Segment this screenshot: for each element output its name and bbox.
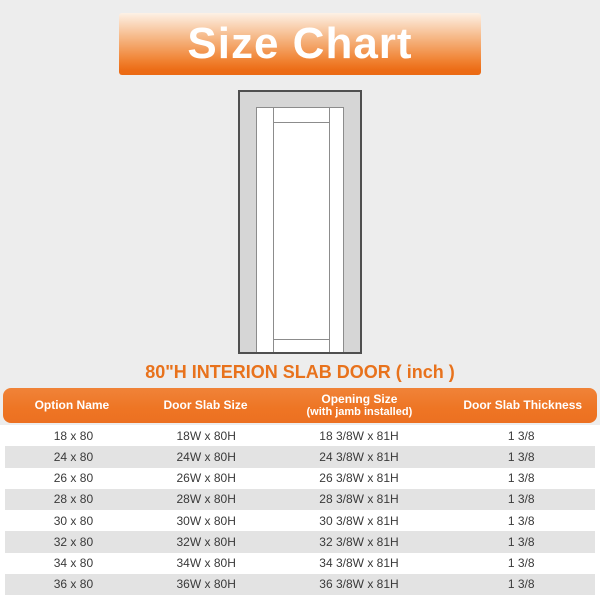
table-cell: 1 3/8 <box>507 513 535 528</box>
table-header-row: Option Name Door Slab Size Opening Size (wi… <box>3 388 597 423</box>
table-cell: 36W x 80H <box>176 577 236 592</box>
table-cell: 28 x 80 <box>53 492 94 507</box>
table-cell: 32 x 80 <box>53 534 94 549</box>
table-cell: 30 x 80 <box>53 513 94 528</box>
table-row: 28 x 80 28W x 80H 28 3/8W x 81H 1 3/8 <box>5 488 595 510</box>
table-cell: 32W x 80H <box>176 534 236 549</box>
table-cell: 26 3/8W x 81H <box>319 471 399 486</box>
table-cell: 28 3/8W x 81H <box>319 492 399 507</box>
table-cell: 1 3/8 <box>507 577 535 592</box>
table-row: 24 x 80 24W x 80H 24 3/8W x 81H 1 3/8 <box>5 446 595 468</box>
table-cell: 30 3/8W x 81H <box>319 513 399 528</box>
table-cell: 18 3/8W x 81H <box>319 428 399 443</box>
table-cell: 26W x 80H <box>176 471 236 486</box>
table-cell: 34 3/8W x 81H <box>319 556 399 571</box>
table-cell: 36 x 80 <box>53 577 94 592</box>
column-header-3: Door Slab Thickness <box>463 398 583 413</box>
column-header-2: Opening Size (with jamb installed) <box>306 391 413 419</box>
column-header-1: Door Slab Size <box>163 398 248 413</box>
size-chart-banner: Size Chart <box>119 13 481 75</box>
table-row: 30 x 80 30W x 80H 30 3/8W x 81H 1 3/8 <box>5 510 595 531</box>
table-cell: 1 3/8 <box>507 471 535 486</box>
table-cell: 34 x 80 <box>53 556 94 571</box>
table-cell: 34W x 80H <box>176 556 236 571</box>
table-cell: 24 x 80 <box>53 449 94 464</box>
banner-title: Size Chart <box>187 19 413 68</box>
table-row: 26 x 80 26W x 80H 26 3/8W x 81H 1 3/8 <box>5 468 595 489</box>
table-cell: 1 3/8 <box>507 534 535 549</box>
column-header-0: Option Name <box>34 398 110 413</box>
table-cell: 36 3/8W x 81H <box>319 577 399 592</box>
table-cell: 24 3/8W x 81H <box>319 449 399 464</box>
table-row: 34 x 80 34W x 80H 34 3/8W x 81H 1 3/8 <box>5 553 595 574</box>
door-panel-rail-top <box>273 122 330 123</box>
table-cell: 1 3/8 <box>507 556 535 571</box>
table-cell: 32 3/8W x 81H <box>319 534 399 549</box>
table-cell: 18W x 80H <box>176 428 236 443</box>
table-cell: 1 3/8 <box>507 428 535 443</box>
table-cell: 30W x 80H <box>176 513 236 528</box>
table-row: 32 x 80 32W x 80H 32 3/8W x 81H 1 3/8 <box>5 531 595 553</box>
table-cell: 1 3/8 <box>507 449 535 464</box>
door-slab <box>256 107 344 352</box>
door-panel-stile-right <box>329 108 330 352</box>
table-cell: 26 x 80 <box>53 471 94 486</box>
table-rows: 18 x 80 18W x 80H 18 3/8W x 81H 1 3/8 24 x 8… <box>0 425 600 600</box>
section-title: 80"H INTERION SLAB DOOR ( inch ) <box>145 362 455 382</box>
table-cell: 24W x 80H <box>176 449 236 464</box>
table-row: 18 x 80 18W x 80H 18 3/8W x 81H 1 3/8 <box>5 425 595 446</box>
table-cell: 18 x 80 <box>53 428 94 443</box>
table-row: 36 x 80 36W x 80H 36 3/8W x 81H 1 3/8 <box>5 573 595 595</box>
table-cell: 1 3/8 <box>507 492 535 507</box>
door-panel-stile-left <box>273 108 274 352</box>
door-panel-rail-bottom <box>273 339 330 340</box>
table-cell: 28W x 80H <box>176 492 236 507</box>
